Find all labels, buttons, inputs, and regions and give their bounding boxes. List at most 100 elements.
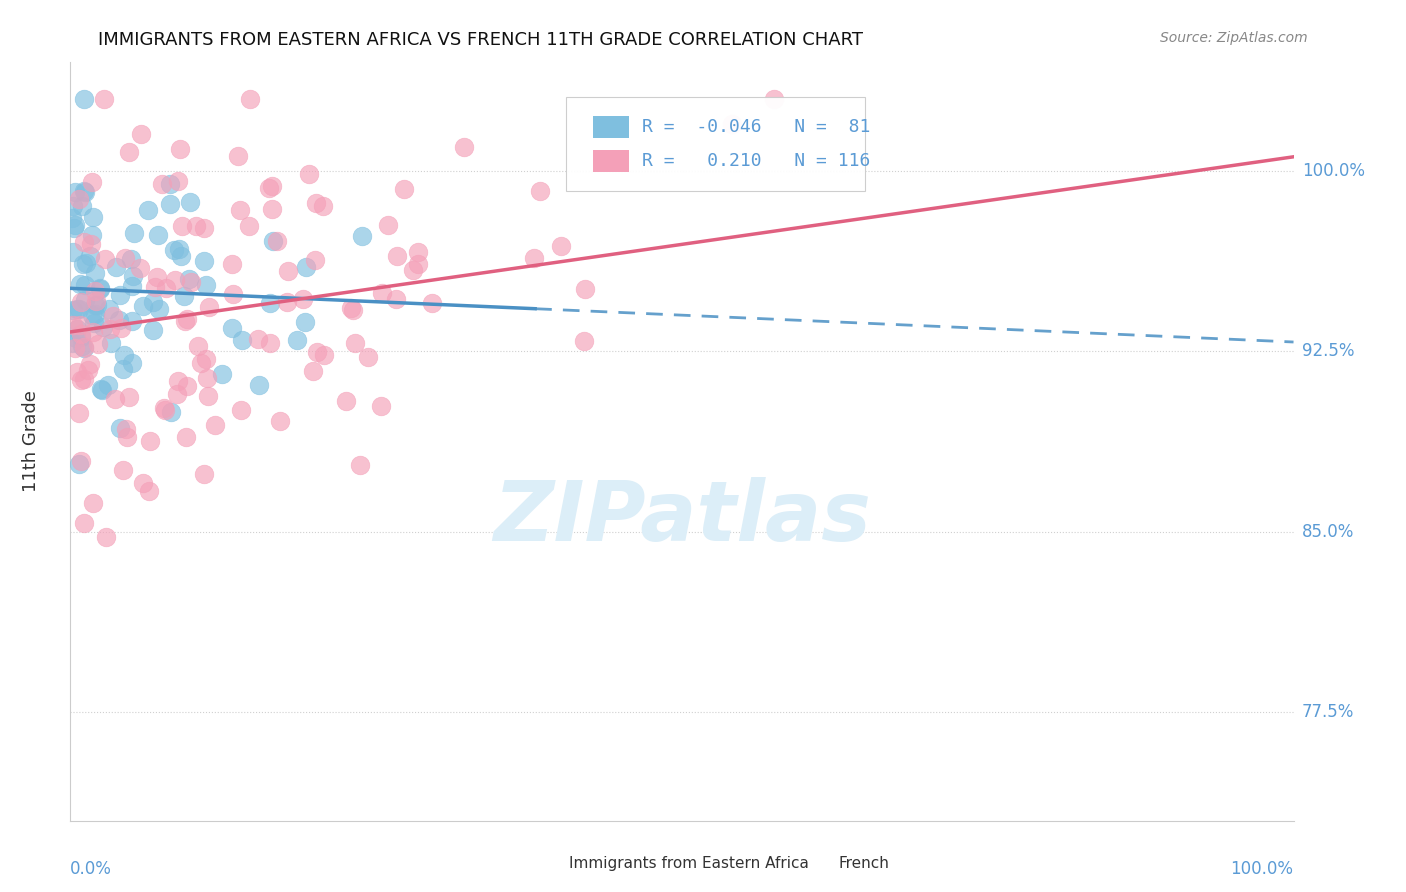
- Point: [69, 330, 91, 344]
- Point: [163, 243, 186, 257]
- Point: [62, 244, 84, 259]
- Point: [75, 256, 97, 270]
- Point: [335, 393, 357, 408]
- Point: [231, 402, 253, 417]
- Point: [98, 302, 121, 317]
- Point: [184, 219, 207, 233]
- Text: Source: ZipAtlas.com: Source: ZipAtlas.com: [1160, 31, 1308, 45]
- Point: [529, 184, 551, 198]
- Point: [65, 322, 87, 336]
- Point: [62, 318, 84, 332]
- Point: [229, 202, 252, 217]
- Point: [97, 378, 120, 392]
- Point: [115, 430, 138, 444]
- Point: [159, 197, 181, 211]
- Point: [83, 316, 105, 330]
- Point: [257, 181, 280, 195]
- Point: [340, 301, 363, 315]
- Point: [110, 320, 132, 334]
- Point: [79, 249, 101, 263]
- Point: [239, 91, 262, 105]
- Point: [387, 249, 409, 263]
- Point: [238, 219, 260, 233]
- Point: [82, 228, 104, 243]
- Point: [79, 358, 101, 372]
- Point: [60, 336, 83, 351]
- Point: [148, 302, 170, 317]
- Text: Immigrants from Eastern Africa: Immigrants from Eastern Africa: [569, 855, 810, 871]
- Point: [572, 334, 595, 349]
- Point: [194, 277, 217, 292]
- Point: [93, 91, 115, 105]
- Point: [111, 362, 134, 376]
- Point: [169, 242, 191, 256]
- Point: [350, 229, 373, 244]
- Text: 100.0%: 100.0%: [1302, 161, 1365, 180]
- Point: [312, 348, 335, 362]
- Point: [70, 454, 93, 468]
- Point: [170, 249, 193, 263]
- Point: [83, 297, 105, 311]
- Point: [80, 308, 103, 322]
- Point: [195, 370, 218, 384]
- Point: [63, 185, 86, 199]
- Point: [312, 199, 335, 213]
- Point: [260, 178, 283, 193]
- Point: [304, 252, 326, 267]
- Point: [110, 288, 132, 302]
- Point: [67, 457, 90, 471]
- Text: 0.0%: 0.0%: [70, 860, 112, 878]
- Point: [294, 315, 316, 329]
- Point: [103, 310, 125, 324]
- Point: [166, 386, 188, 401]
- Point: [221, 321, 243, 335]
- Point: [165, 272, 187, 286]
- Point: [112, 348, 135, 362]
- Point: [77, 363, 100, 377]
- Point: [131, 475, 153, 490]
- Point: [285, 333, 308, 347]
- Point: [298, 167, 321, 181]
- Point: [176, 379, 198, 393]
- Point: [70, 339, 93, 353]
- Point: [138, 484, 160, 499]
- Point: [295, 260, 318, 274]
- Point: [121, 279, 143, 293]
- Point: [73, 235, 96, 250]
- Point: [159, 405, 181, 419]
- Point: [104, 392, 127, 406]
- Point: [146, 228, 169, 243]
- Point: [65, 331, 87, 345]
- Point: [79, 236, 101, 251]
- Point: [128, 261, 150, 276]
- Point: [259, 296, 281, 310]
- Point: [262, 234, 284, 248]
- Point: [193, 253, 215, 268]
- Point: [574, 282, 596, 296]
- Point: [204, 418, 226, 433]
- Point: [66, 365, 89, 379]
- Point: [86, 298, 108, 312]
- Point: [259, 336, 281, 351]
- Point: [276, 294, 298, 309]
- Point: [70, 199, 93, 213]
- Point: [228, 149, 250, 163]
- Point: [247, 332, 270, 346]
- Point: [370, 399, 392, 413]
- Text: French: French: [838, 855, 890, 871]
- Point: [377, 219, 399, 233]
- Point: [67, 302, 90, 317]
- Point: [63, 220, 86, 235]
- Point: [122, 226, 145, 240]
- Point: [118, 145, 141, 159]
- Point: [343, 336, 366, 351]
- Point: [153, 401, 176, 416]
- Point: [720, 117, 742, 131]
- Point: [194, 351, 217, 366]
- Point: [70, 373, 93, 387]
- Point: [142, 323, 165, 337]
- Point: [72, 257, 94, 271]
- Point: [231, 333, 253, 347]
- Point: [112, 462, 135, 476]
- Point: [86, 293, 108, 308]
